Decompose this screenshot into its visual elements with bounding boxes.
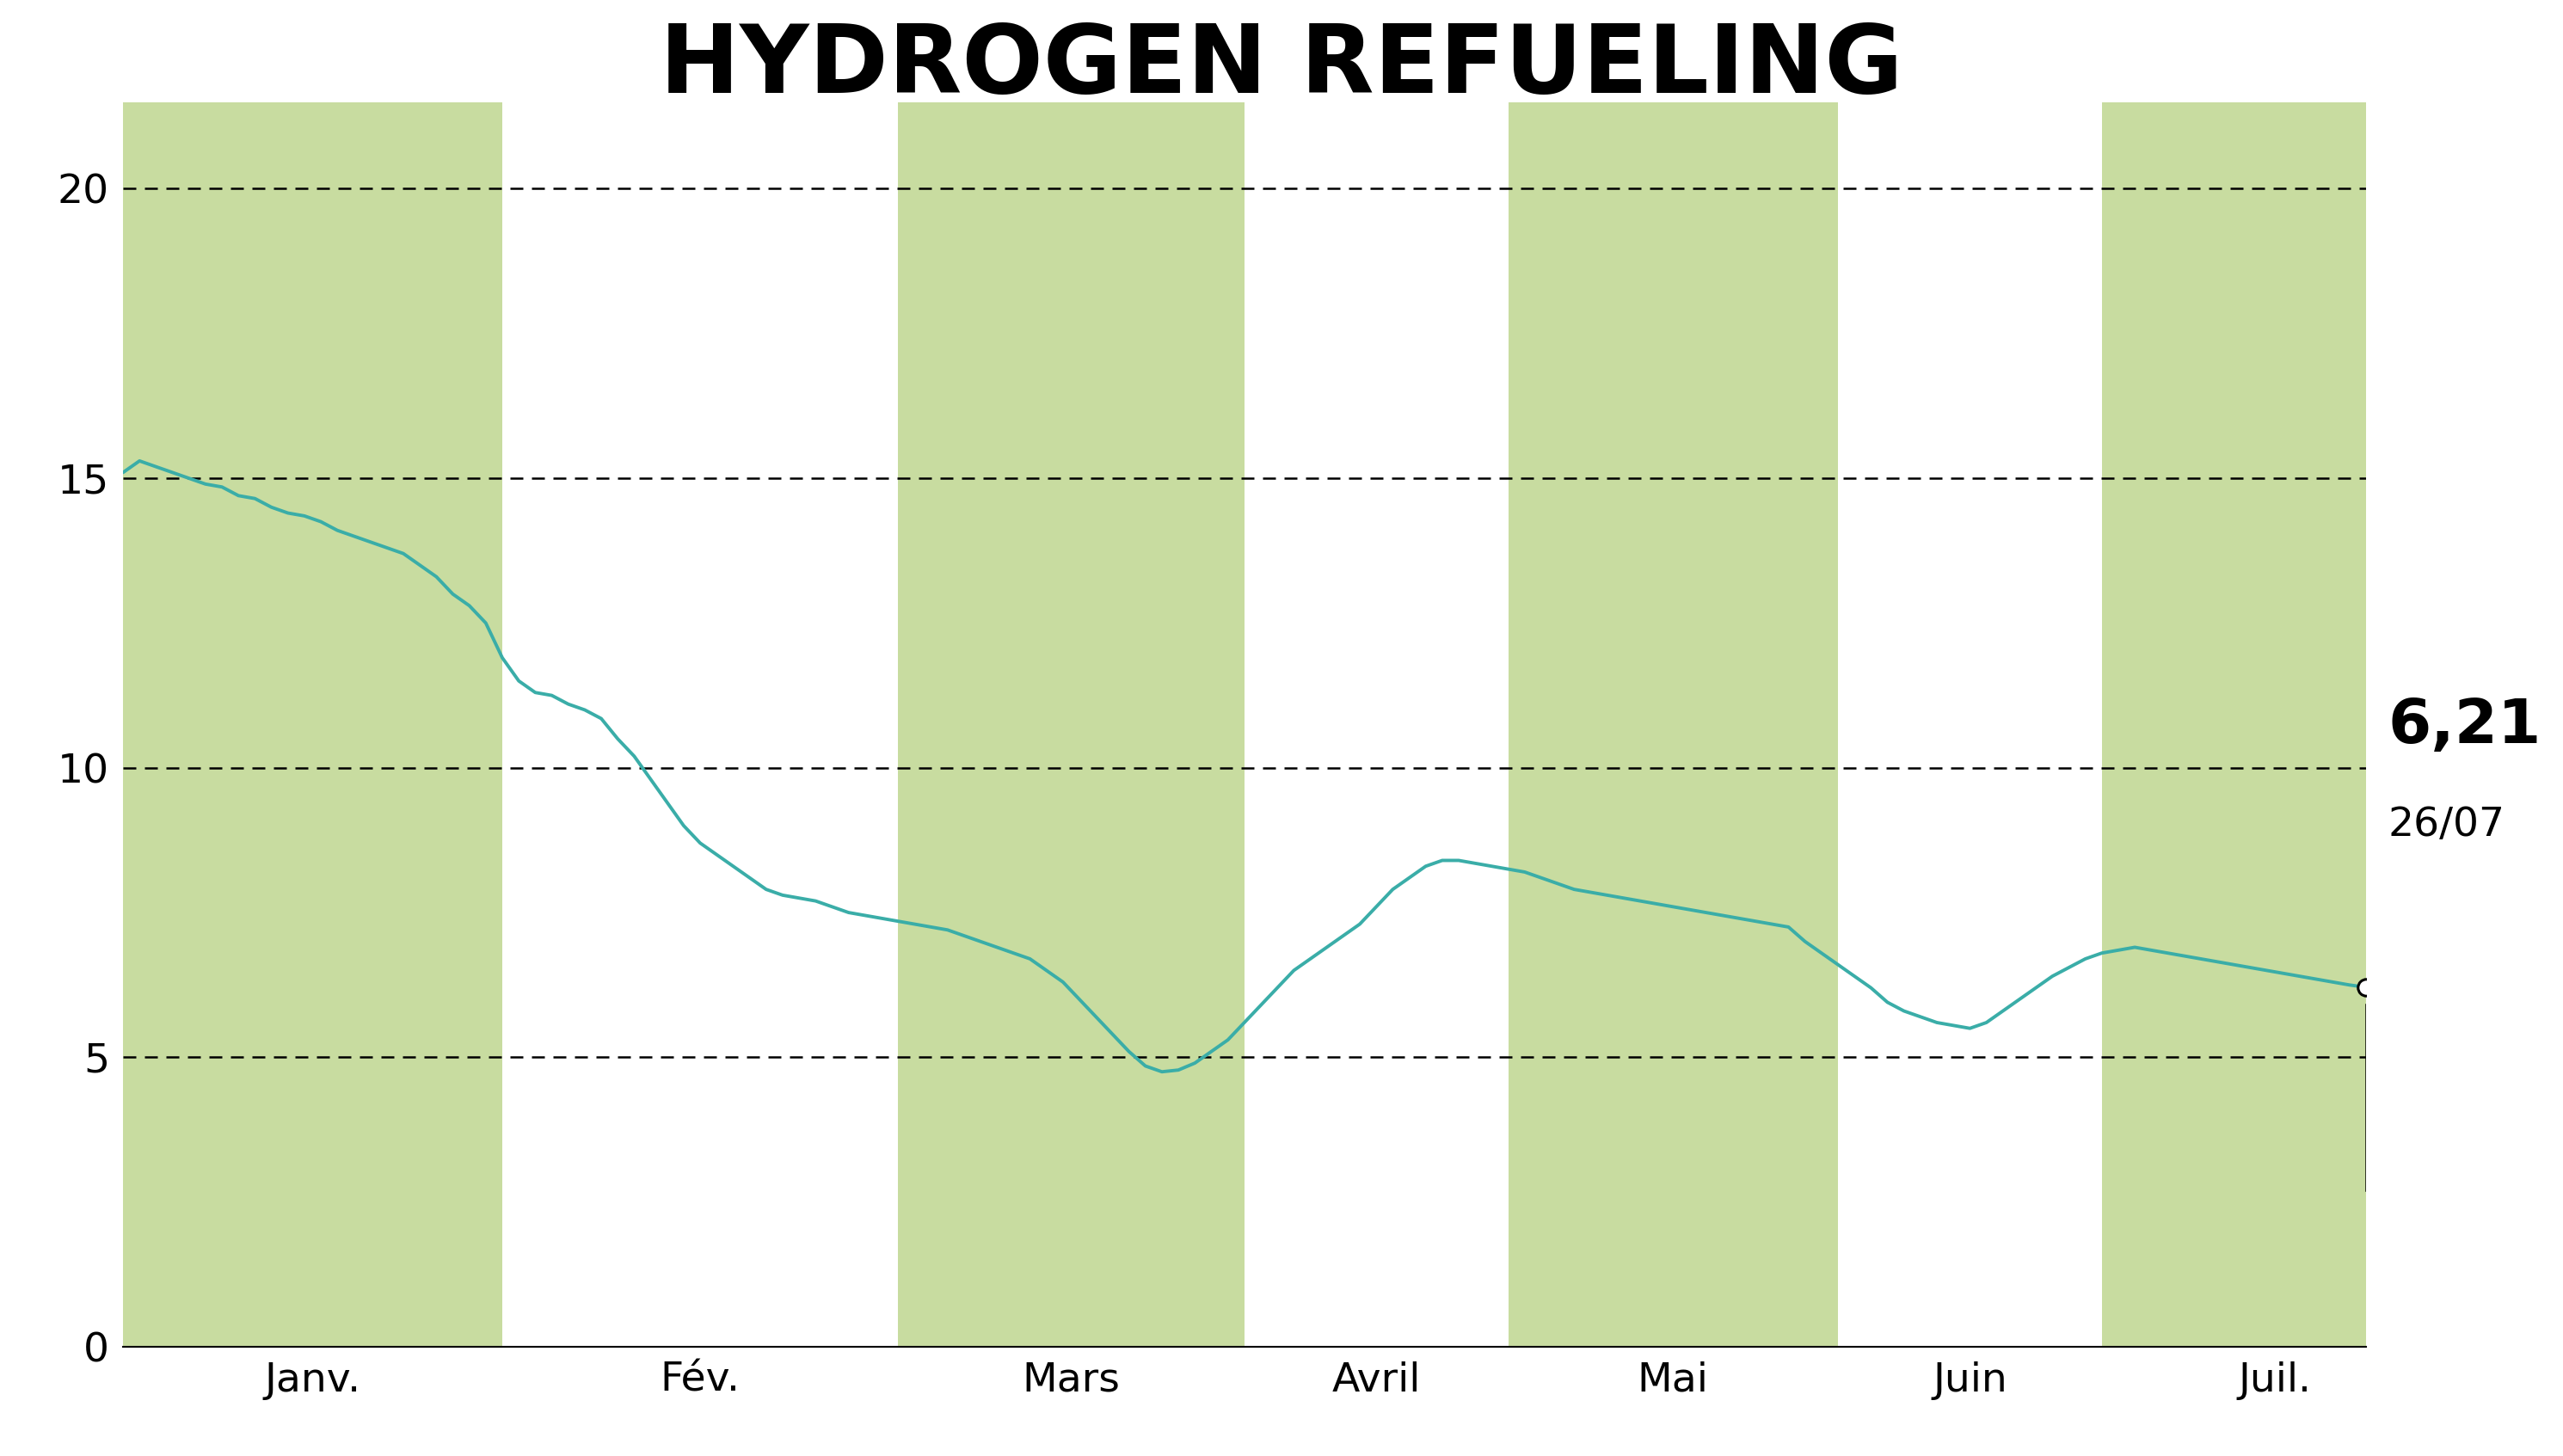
Text: 6,21: 6,21 — [2389, 697, 2542, 756]
Text: HYDROGEN REFUELING: HYDROGEN REFUELING — [659, 20, 1904, 114]
Bar — [123, 102, 502, 1347]
Bar — [2102, 102, 2448, 1347]
Text: 26/07: 26/07 — [2389, 805, 2504, 844]
Bar — [897, 102, 1246, 1347]
Bar — [1507, 102, 1838, 1347]
